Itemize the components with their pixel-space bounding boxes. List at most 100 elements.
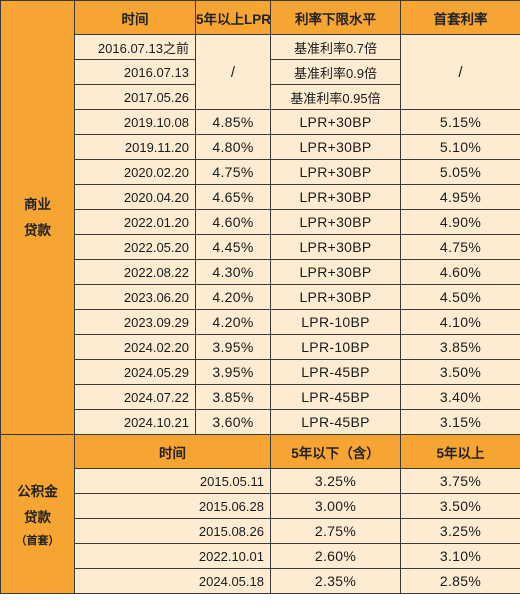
floor-cell: LPR+30BP xyxy=(270,134,401,160)
lpr-cell: 4.75% xyxy=(195,159,271,185)
mortgage-rate-table: 商业 贷款 时间 5年以上LPR 利率下限水平 首套利率 2016.07.13之… xyxy=(0,0,520,594)
floor-cell: LPR+30BP xyxy=(270,234,401,260)
table-row: 2022.01.20 4.60% LPR+30BP 4.90% xyxy=(1,209,520,235)
first-home-rate-cell: 4.95% xyxy=(400,184,520,210)
date-cell: 2022.10.01 xyxy=(74,543,271,569)
first-home-rate-cell: 3.50% xyxy=(400,359,520,385)
header-rate-floor: 利率下限水平 xyxy=(270,0,401,35)
date-cell: 2020.02.20 xyxy=(74,159,196,185)
provident-fund-header-row: 公积金 贷款 （首套） 时间 5年以下（含） 5年以上 xyxy=(0,434,520,594)
lpr-cell: 4.20% xyxy=(195,309,271,335)
table-row: 2016.07.13之前 / 基准利率0.7倍 / xyxy=(1,34,520,110)
lpr-cell: 4.85% xyxy=(195,109,271,135)
up-to-5-years-rate-cell: 3.00% xyxy=(270,493,401,519)
lpr-cell: 4.60% xyxy=(195,209,271,235)
date-cell: 2024.05.18 xyxy=(74,568,271,594)
floor-cell: 基准利率0.95倍 xyxy=(270,84,401,110)
header-lpr: 5年以上LPR xyxy=(195,0,271,35)
date-cell: 2022.08.22 xyxy=(74,259,196,285)
table-row: 2024.10.21 3.60% LPR-45BP 3.15% xyxy=(1,409,520,435)
over-5-years-rate-cell: 3.75% xyxy=(400,468,520,494)
first-home-rate-cell: 4.50% xyxy=(400,284,520,310)
floor-cell: LPR-45BP xyxy=(270,409,401,435)
date-cell: 2022.05.20 xyxy=(74,234,196,260)
lpr-cell: 4.30% xyxy=(195,259,271,285)
pf-header-time: 时间 xyxy=(74,434,271,469)
up-to-5-years-rate-cell: 3.25% xyxy=(270,468,401,494)
lpr-cell: 3.60% xyxy=(195,409,271,435)
table-row: 2024.02.20 3.95% LPR-10BP 3.85% xyxy=(1,334,520,360)
date-cell: 2016.07.13 xyxy=(74,59,196,85)
table-row: 2020.04.20 4.65% LPR+30BP 4.95% xyxy=(1,184,520,210)
table-row: 2024.05.29 3.95% LPR-45BP 3.50% xyxy=(1,359,520,385)
up-to-5-years-rate-cell: 2.75% xyxy=(270,518,401,544)
table-row: 2024.07.22 3.85% LPR-45BP 3.40% xyxy=(1,384,520,410)
first-home-rate-cell: 4.90% xyxy=(400,209,520,235)
lpr-cell: 4.20% xyxy=(195,284,271,310)
header-time: 时间 xyxy=(74,0,196,35)
table-row: 2022.10.01 2.60% 3.10% xyxy=(1,543,520,569)
date-cell: 2017.05.26 xyxy=(74,84,196,110)
table-row: 2023.06.20 4.20% LPR+30BP 4.50% xyxy=(1,284,520,310)
header-first-home-rate: 首套利率 xyxy=(400,0,520,35)
date-cell: 2023.09.29 xyxy=(74,309,196,335)
table-row: 2015.08.26 2.75% 3.25% xyxy=(1,518,520,544)
floor-cell: 基准利率0.9倍 xyxy=(270,59,401,85)
first-home-rate-cell: 3.40% xyxy=(400,384,520,410)
date-cell: 2015.08.26 xyxy=(74,518,271,544)
table-row: 2024.05.18 2.35% 2.85% xyxy=(1,568,520,594)
date-cell: 2019.10.08 xyxy=(74,109,196,135)
floor-cell: LPR+30BP xyxy=(270,284,401,310)
pf-header-up-to-5-years: 5年以下（含） xyxy=(270,434,401,469)
date-cell: 2024.05.29 xyxy=(74,359,196,385)
table-row: 2020.02.20 4.75% LPR+30BP 5.05% xyxy=(1,159,520,185)
over-5-years-rate-cell: 3.10% xyxy=(400,543,520,569)
table-body: 商业 贷款 时间 5年以上LPR 利率下限水平 首套利率 2016.07.13之… xyxy=(0,0,520,594)
lpr-cell: 3.95% xyxy=(195,359,271,385)
over-5-years-rate-cell: 2.85% xyxy=(400,568,520,594)
date-cell: 2020.04.20 xyxy=(74,184,196,210)
over-5-years-rate-cell: 3.50% xyxy=(400,493,520,519)
lpr-cell: 4.45% xyxy=(195,234,271,260)
first-home-rate-cell: 3.85% xyxy=(400,334,520,360)
lpr-cell: 4.80% xyxy=(195,134,271,160)
commercial-loan-label: 商业 贷款 xyxy=(0,0,75,435)
first-home-not-applicable: / xyxy=(400,34,520,110)
up-to-5-years-rate-cell: 2.35% xyxy=(270,568,401,594)
table-row: 2016.07.13 基准利率0.9倍 xyxy=(1,59,520,85)
first-home-rate-cell: 3.15% xyxy=(400,409,520,435)
table-row: 2019.11.20 4.80% LPR+30BP 5.10% xyxy=(1,134,520,160)
lpr-cell: 3.95% xyxy=(195,334,271,360)
date-cell: 2015.05.11 xyxy=(74,468,271,494)
table-row: 2015.06.28 3.00% 3.50% xyxy=(1,493,520,519)
floor-cell: LPR+30BP xyxy=(270,184,401,210)
date-cell: 2024.02.20 xyxy=(74,334,196,360)
floor-cell: LPR+30BP xyxy=(270,109,401,135)
table-row: 2015.05.11 3.25% 3.75% xyxy=(1,468,520,494)
date-cell: 2023.06.20 xyxy=(74,284,196,310)
first-home-rate-cell: 5.10% xyxy=(400,134,520,160)
commercial-header-row: 商业 贷款 时间 5年以上LPR 利率下限水平 首套利率 xyxy=(0,0,520,435)
floor-cell: 基准利率0.7倍 xyxy=(270,34,401,60)
floor-cell: LPR+30BP xyxy=(270,159,401,185)
floor-cell: LPR-45BP xyxy=(270,384,401,410)
table-row: 2022.05.20 4.45% LPR+30BP 4.75% xyxy=(1,234,520,260)
lpr-cell: 3.85% xyxy=(195,384,271,410)
floor-cell: LPR-10BP xyxy=(270,334,401,360)
first-home-rate-cell: 5.15% xyxy=(400,109,520,135)
first-home-rate-cell: 4.10% xyxy=(400,309,520,335)
floor-cell: LPR+30BP xyxy=(270,209,401,235)
floor-cell: LPR-45BP xyxy=(270,359,401,385)
first-home-rate-cell: 5.05% xyxy=(400,159,520,185)
provident-fund-loan-label: 公积金 贷款 （首套） xyxy=(0,434,75,594)
date-cell: 2024.07.22 xyxy=(74,384,196,410)
date-cell: 2024.10.21 xyxy=(74,409,196,435)
first-home-rate-cell: 4.75% xyxy=(400,234,520,260)
table-row: 2019.10.08 4.85% LPR+30BP 5.15% xyxy=(1,109,520,135)
date-cell: 2015.06.28 xyxy=(74,493,271,519)
over-5-years-rate-cell: 3.25% xyxy=(400,518,520,544)
date-cell: 2019.11.20 xyxy=(74,134,196,160)
floor-cell: LPR-10BP xyxy=(270,309,401,335)
table-row: 2023.09.29 4.20% LPR-10BP 4.10% xyxy=(1,309,520,335)
lpr-not-applicable: / xyxy=(195,34,271,110)
